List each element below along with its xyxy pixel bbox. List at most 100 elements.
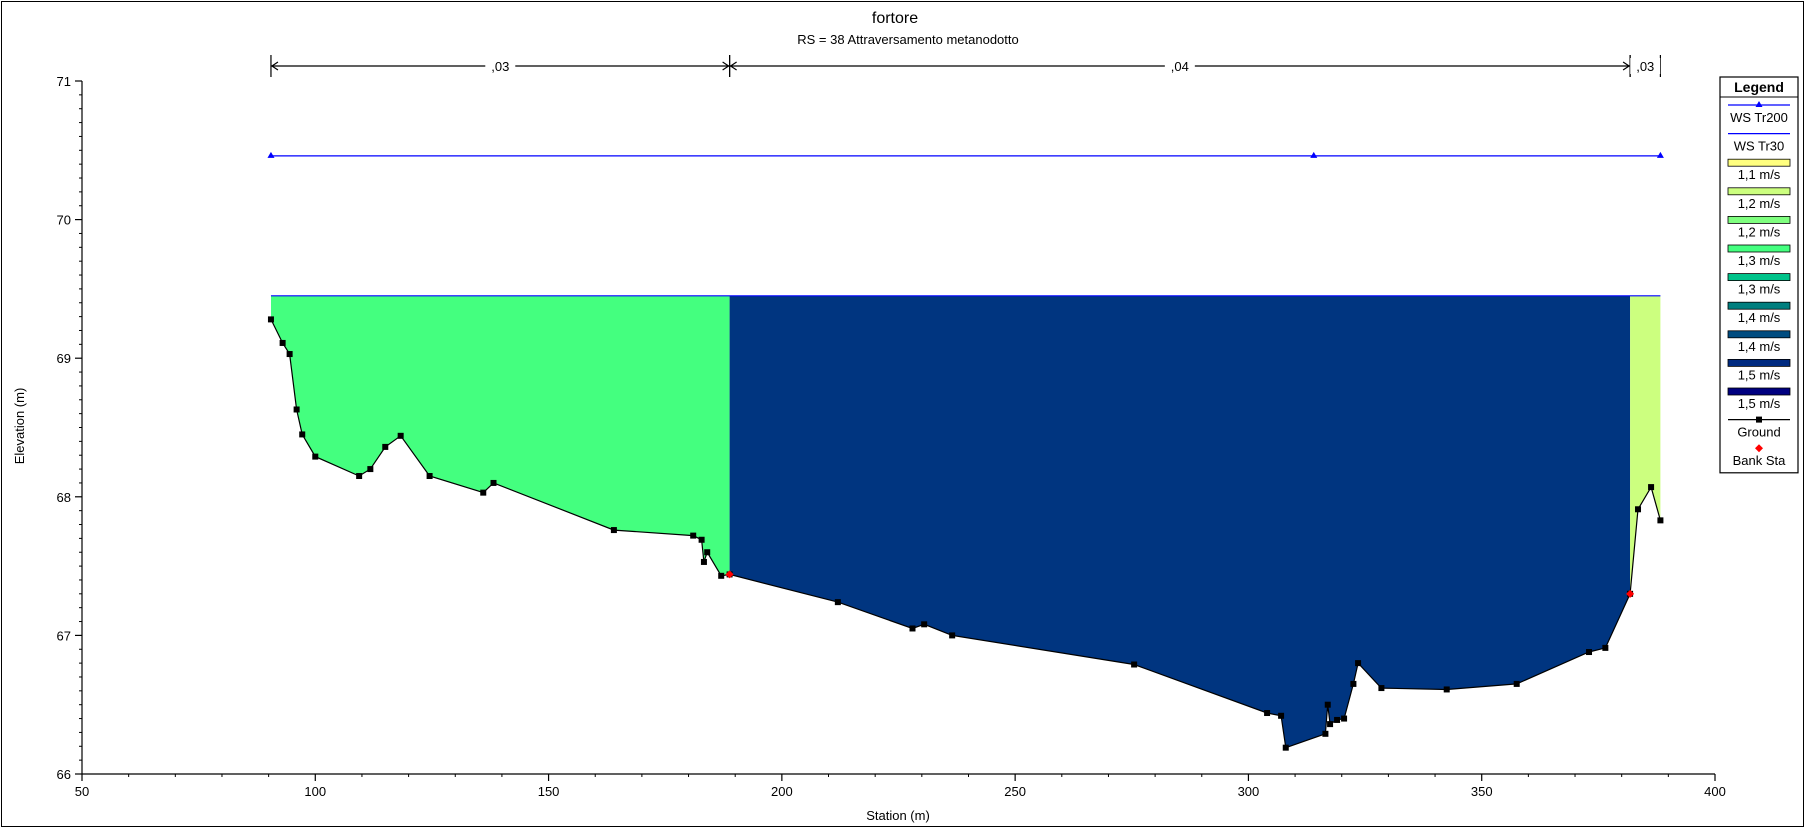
legend-label-5: 1,3 m/s: [1738, 253, 1781, 268]
ground-point-38: [1586, 649, 1593, 656]
ground-point-30: [1327, 721, 1334, 728]
ground-point-41: [1635, 506, 1642, 513]
legend-label-9: 1,5 m/s: [1738, 367, 1781, 382]
ground-point-17: [704, 549, 711, 556]
ground-point-14: [690, 532, 697, 539]
ground-point-0: [267, 316, 274, 323]
ws-tr200-marker-0: [267, 151, 275, 158]
ground-point-37: [1513, 680, 1520, 687]
chart-subtitle: RS = 38 Attraversamento metanodotto: [797, 32, 1019, 47]
legend-label-4: 1,2 m/s: [1738, 224, 1781, 239]
legend-swatch-9: [1727, 358, 1791, 367]
y-tick-label-0: 66: [57, 767, 71, 782]
ground-point-18: [718, 572, 725, 579]
ground-point-20: [834, 599, 841, 606]
legend-swatch-7: [1727, 301, 1791, 310]
y-axis-label: Elevation (m): [12, 388, 27, 465]
ground-point-31: [1334, 716, 1341, 723]
bank-station-1: [1626, 589, 1635, 598]
x-tick-label-3: 200: [771, 784, 793, 799]
legend-label-0: WS Tr200: [1730, 110, 1788, 125]
manning-arrow-left-0: [270, 61, 279, 71]
ground-point-42: [1648, 484, 1655, 491]
ground-point-9: [397, 432, 404, 439]
ground-point-39: [1602, 644, 1609, 651]
legend-swatch-5: [1727, 244, 1791, 253]
legend-swatch-3: [1727, 187, 1791, 196]
x-tick-label-7: 400: [1704, 784, 1726, 799]
manning-arrow-left-1: [729, 61, 737, 71]
legend-label-3: 1,2 m/s: [1738, 196, 1781, 211]
velocity-fill-0: [271, 295, 730, 576]
legend-ws200-marker: [1755, 101, 1763, 107]
water-surface-lines: [267, 151, 1664, 297]
ws-tr200-marker-1: [1310, 151, 1318, 158]
legend-swatch-8: [1727, 330, 1791, 339]
ground-point-32: [1341, 715, 1348, 722]
manning-arrow-right-1: [1622, 61, 1631, 71]
ground-point-15: [698, 536, 705, 543]
y-tick-label-5: 71: [57, 74, 71, 89]
manning-label-bg-1: [1164, 58, 1195, 74]
ground-point-5: [312, 453, 319, 460]
legend-swatch-10: [1727, 387, 1791, 396]
x-axis-label: Station (m): [866, 808, 930, 823]
bank-station-0: [725, 570, 734, 579]
ground-point-28: [1322, 730, 1329, 737]
legend-label-2: 1,1 m/s: [1738, 167, 1781, 182]
ground-profile: [267, 316, 1664, 751]
legend-label-6: 1,3 m/s: [1738, 282, 1781, 297]
ground-point-1: [279, 339, 286, 346]
ground-point-8: [382, 443, 389, 450]
legend-label-1: WS Tr30: [1734, 139, 1785, 154]
velocity-fill-1: [729, 295, 1631, 748]
legend-bank-marker: [1755, 444, 1763, 453]
ground-point-7: [367, 466, 374, 473]
ground-point-24: [1131, 661, 1138, 668]
legend-ground-marker: [1756, 416, 1762, 423]
ground-point-25: [1264, 710, 1271, 717]
y-tick-label-3: 69: [57, 351, 71, 366]
x-tick-label-6: 350: [1471, 784, 1493, 799]
legend-label-7: 1,4 m/s: [1738, 310, 1781, 325]
manning-label-bg-0: [485, 58, 516, 74]
velocity-fill-2: [1630, 295, 1661, 594]
manning-label-0: ,03: [491, 59, 509, 74]
velocity-fill-areas: [271, 295, 1661, 748]
ground-point-16: [700, 558, 707, 565]
legend-swatch-6: [1727, 273, 1791, 282]
legend-label-8: 1,4 m/s: [1738, 339, 1781, 354]
ground-point-36: [1443, 686, 1450, 693]
manning-label-1: ,04: [1171, 59, 1189, 74]
manning-label-2: ,03: [1636, 59, 1654, 74]
x-tick-label-0: 50: [75, 784, 89, 799]
legend-title: Legend: [1734, 79, 1784, 95]
ground-point-23: [949, 632, 956, 639]
x-tick-label-4: 250: [1004, 784, 1026, 799]
legend: Legend WS Tr200 WS Tr30 1,1 m/s 1,2 m/s 1,2 m…: [1719, 76, 1799, 474]
ground-point-21: [909, 625, 916, 632]
ground-point-35: [1378, 685, 1385, 692]
legend-label-11: Ground: [1737, 425, 1780, 440]
legend-swatch-4: [1727, 215, 1791, 224]
manning-label-bg-2: [1630, 58, 1661, 74]
ground-point-4: [299, 431, 306, 438]
ground-point-43: [1657, 517, 1664, 524]
ground-line: [270, 319, 1661, 749]
ground-point-34: [1355, 660, 1362, 667]
ground-point-3: [293, 406, 300, 413]
ground-point-29: [1324, 701, 1331, 708]
ground-point-10: [426, 473, 433, 480]
x-tick-label-2: 150: [538, 784, 560, 799]
x-tick-label-5: 300: [1238, 784, 1260, 799]
ground-point-13: [610, 527, 617, 534]
y-tick-label-2: 68: [57, 490, 71, 505]
ground-point-11: [480, 489, 487, 496]
legend-label-10: 1,5 m/s: [1738, 396, 1781, 411]
ground-point-6: [356, 473, 363, 480]
ground-point-27: [1282, 744, 1289, 751]
legend-swatch-2: [1727, 158, 1791, 167]
ground-point-2: [286, 351, 293, 358]
